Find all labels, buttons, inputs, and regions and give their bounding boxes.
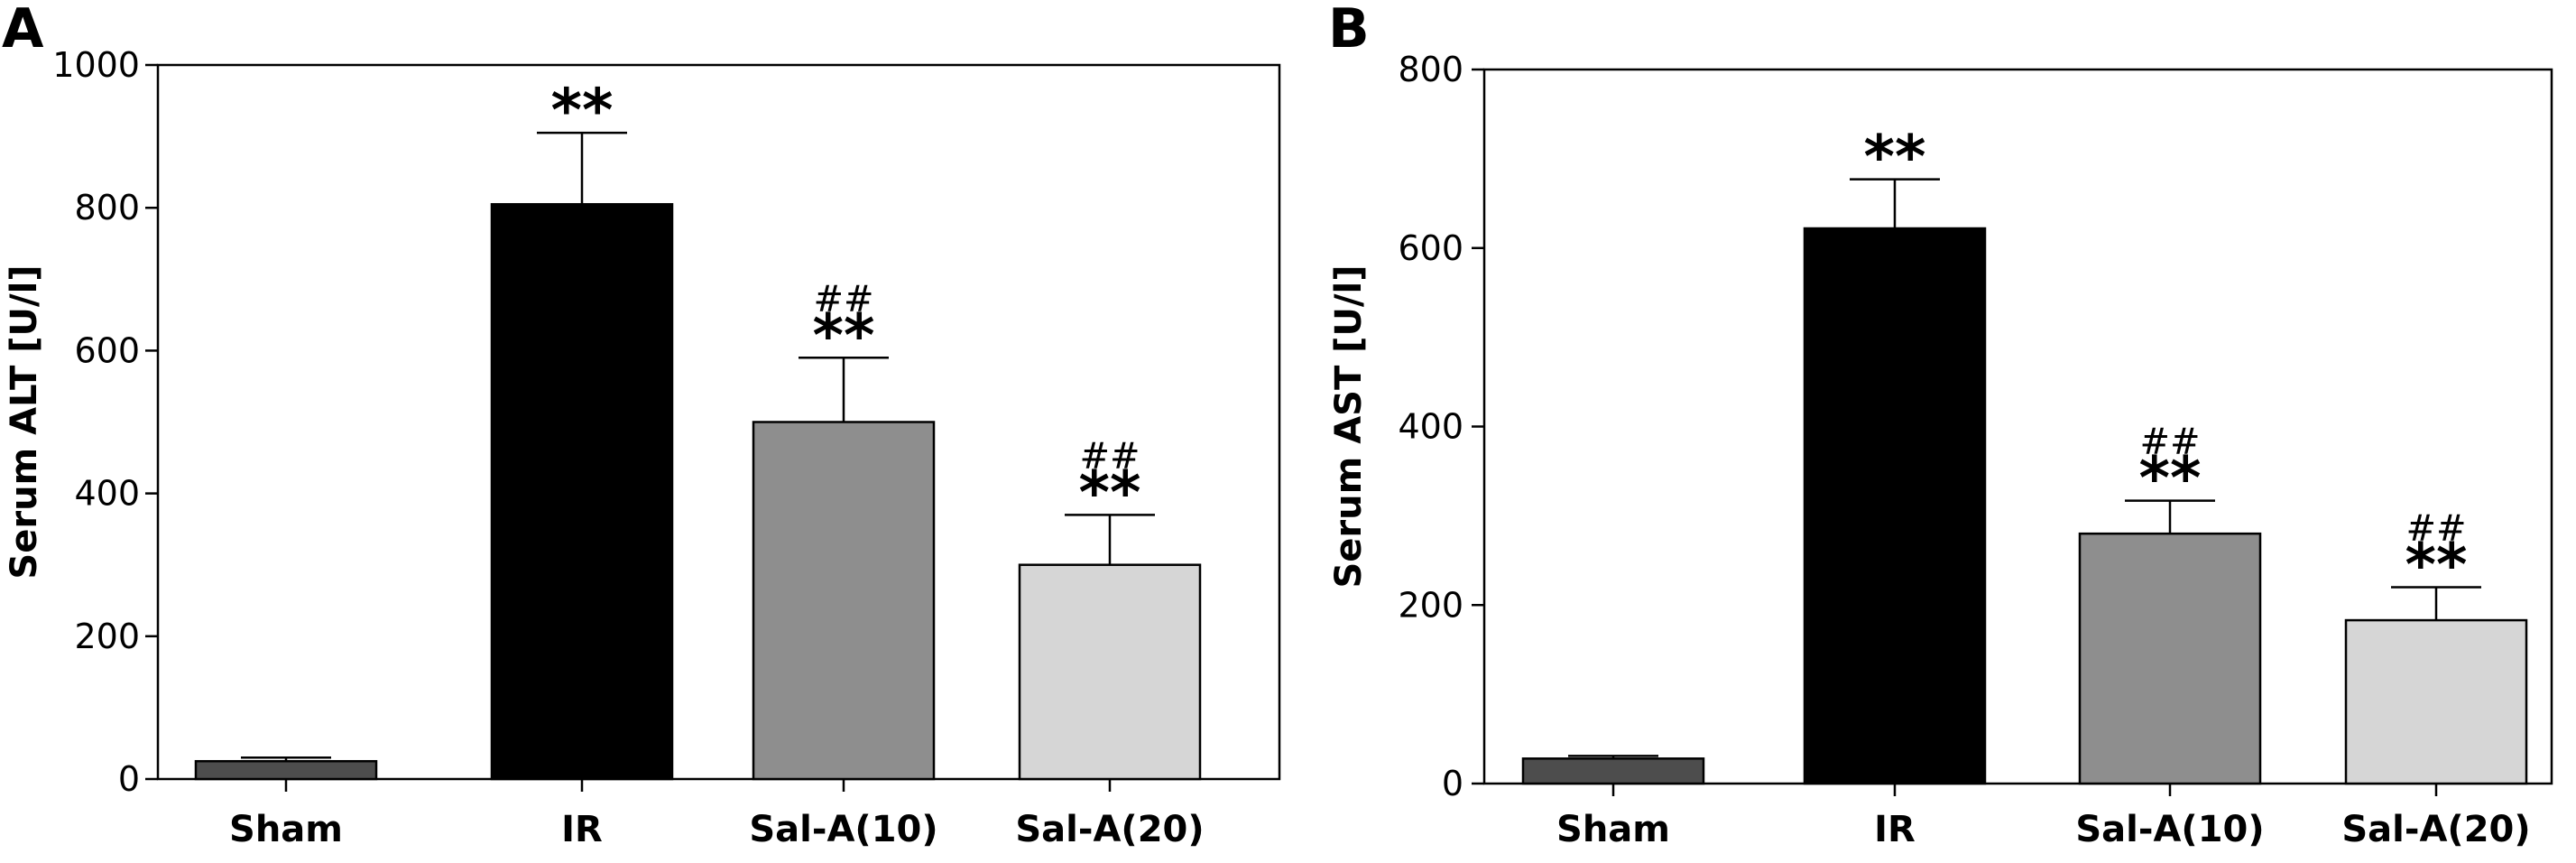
bar xyxy=(1018,563,1202,781)
bar xyxy=(752,421,936,781)
significance-star: ** xyxy=(812,301,874,370)
panel-b: B 0 200 400 600 800 Serum AST [U/l] Sham IR ** Sal… xyxy=(1328,0,2553,850)
bar xyxy=(2078,532,2262,785)
y-tick-label: 600 xyxy=(74,330,140,370)
panel-label: A xyxy=(2,0,44,60)
bar xyxy=(490,202,674,781)
significance-star: ** xyxy=(2138,444,2201,514)
x-tick-label: IR xyxy=(1874,809,1916,850)
y-tick-label: 0 xyxy=(118,759,140,799)
bar xyxy=(1803,227,1987,785)
significance-star: ** xyxy=(2405,530,2467,599)
x-tick-label: Sal-A(20) xyxy=(1015,809,1204,850)
y-tick-label: 200 xyxy=(74,617,140,656)
y-axis-title: Serum AST [U/l] xyxy=(1328,264,1370,588)
significance-hash: ## xyxy=(2405,507,2466,549)
significance-hash: ## xyxy=(2139,422,2200,463)
bar xyxy=(194,759,378,781)
bar xyxy=(1521,757,1705,785)
x-tick-label: Sal-A(20) xyxy=(2341,809,2530,850)
significance-hash: ## xyxy=(1079,435,1140,477)
y-tick-label: 200 xyxy=(1398,585,1463,625)
x-tick-label: Sal-A(10) xyxy=(749,809,937,850)
significance-star: ** xyxy=(1078,458,1140,527)
significance-hash: ## xyxy=(813,278,873,320)
y-tick-label: 600 xyxy=(1398,228,1463,268)
x-tick-label: Sham xyxy=(229,809,343,850)
y-tick-label: 0 xyxy=(1442,764,1463,803)
x-tick-label: IR xyxy=(561,809,603,850)
y-tick-label: 400 xyxy=(1398,407,1463,447)
significance-star: ** xyxy=(1863,123,1925,192)
y-tick-label: 800 xyxy=(74,188,140,227)
y-tick-label: 800 xyxy=(1398,50,1463,89)
y-tick-label: 1000 xyxy=(52,45,140,85)
significance-star: ** xyxy=(550,76,613,145)
y-tick-label: 400 xyxy=(74,474,140,514)
y-axis-title: Serum ALT [U/l] xyxy=(4,264,45,579)
x-tick-label: Sham xyxy=(1556,809,1670,850)
x-tick-label: Sal-A(10) xyxy=(2075,809,2264,850)
panel-a: A 0 200 400 600 800 1000 Serum ALT [U/l] Sham IR *… xyxy=(2,0,1281,850)
panel-label: B xyxy=(1328,0,1370,60)
bar xyxy=(2344,618,2528,785)
plot-frame xyxy=(156,63,1281,781)
